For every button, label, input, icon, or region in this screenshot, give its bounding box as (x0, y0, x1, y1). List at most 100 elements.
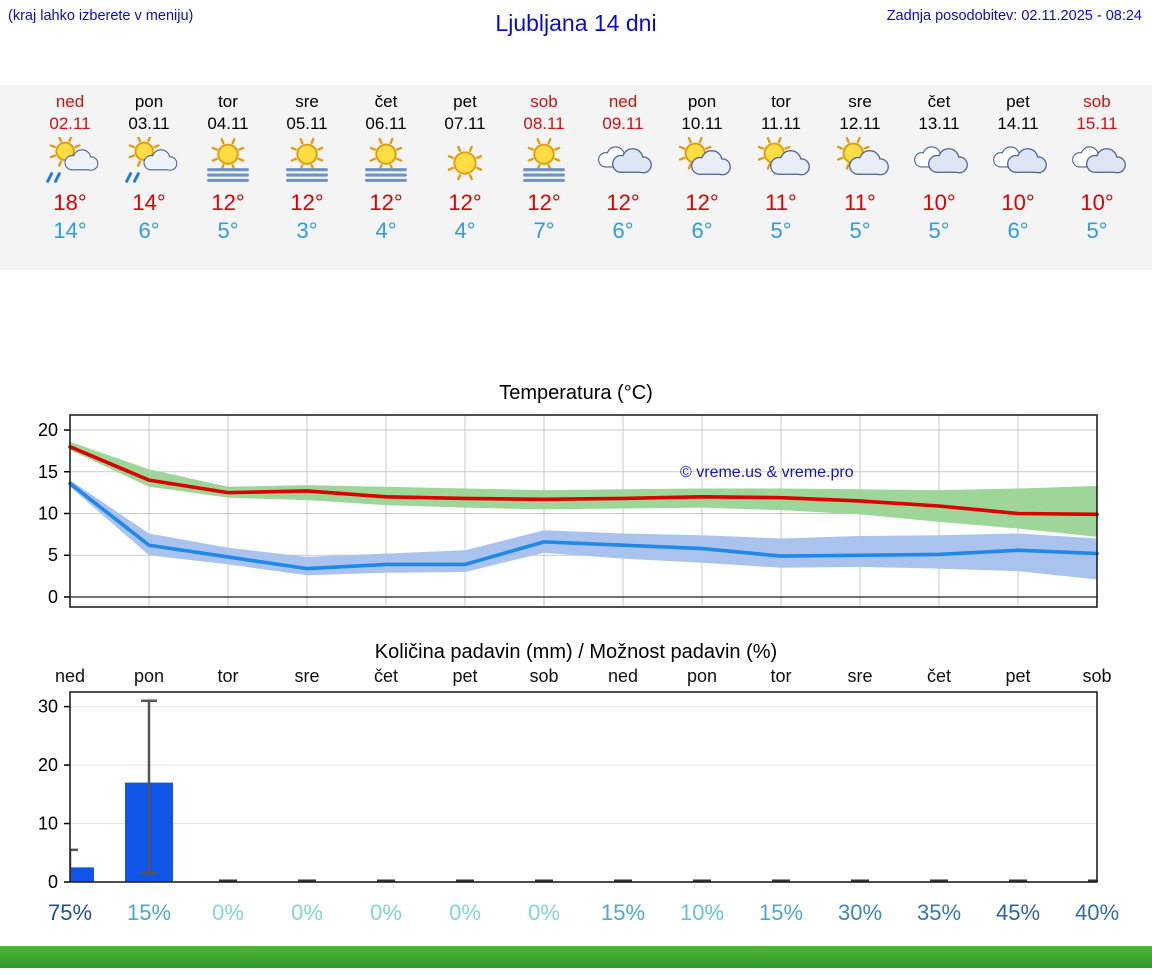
svg-text:pet: pet (452, 666, 477, 686)
temp-min: 5° (849, 218, 871, 243)
day-forecast-15.11: sob 15.11 10° 5° (1053, 91, 1141, 245)
day-name: pon (687, 92, 717, 111)
precip-probability: 0% (291, 900, 323, 925)
forecast-strip: ned 02.11 18° 14° pon 03.11 14° 6° tor 04.11 12° 5°… (0, 85, 1152, 270)
cloud-icon (895, 135, 983, 187)
precip-probability: 15% (126, 900, 172, 925)
temp-min: 5° (1086, 218, 1108, 243)
temp-min: 5° (770, 218, 792, 243)
last-update-time: Zadnja posodobitev: 02.11.2025 - 08:24 (886, 8, 1142, 24)
precip-probability-row: 75% 15% 0% 0% 0% 0% 0% 15% 10% 15% 30% 35% 45% 40% (0, 898, 1152, 932)
cloud-icon (974, 135, 1062, 187)
temp-max: 10° (1080, 190, 1114, 215)
temp-max: 10° (1001, 190, 1035, 215)
day-forecast-06.11: čet 06.11 12° 4° (342, 91, 430, 245)
precip-probability: 0% (449, 900, 481, 925)
sun-fog-icon (184, 135, 272, 187)
day-name: tor (218, 92, 238, 111)
day-forecast-14.11: pet 14.11 10° 6° (974, 91, 1062, 245)
precip-probability: 35% (916, 900, 962, 925)
header: (kraj lahko izberete v meniju) Ljubljana… (0, 0, 1152, 40)
temp-max: 14° (132, 190, 166, 215)
svg-text:sre: sre (847, 666, 872, 686)
day-name: sre (295, 92, 319, 111)
precip-probability: 40% (1074, 900, 1120, 925)
day-date: 08.11 (523, 114, 565, 133)
svg-text:30: 30 (38, 697, 58, 717)
temp-min: 4° (375, 218, 397, 243)
temp-min: 7° (533, 218, 555, 243)
temp-max: 12° (448, 190, 482, 215)
temp-min: 6° (138, 218, 160, 243)
day-name: ned (55, 92, 85, 111)
svg-text:pon: pon (134, 666, 164, 686)
precip-probability: 0% (212, 900, 244, 925)
day-date: 15.11 (1076, 114, 1118, 133)
svg-text:sre: sre (294, 666, 319, 686)
sun-cloud-icon (816, 135, 904, 187)
day-date: 03.11 (128, 114, 170, 133)
temp-max: 12° (685, 190, 719, 215)
svg-text:0: 0 (48, 872, 58, 892)
sun-cloud-rain-icon (105, 135, 193, 187)
day-forecast-11.11: tor 11.11 11° 5° (737, 91, 825, 245)
precip-probability: 30% (837, 900, 883, 925)
temp-max: 11° (765, 190, 797, 215)
sun-fog-icon (342, 135, 430, 187)
temp-max: 12° (527, 190, 561, 215)
precipitation-chart: ned pon tor sre čet pet sob ned pon tor sre čet pet s… (0, 664, 1152, 892)
day-name: pon (134, 92, 164, 111)
sun-cloud-rain-icon (26, 135, 114, 187)
temp-min: 5° (928, 218, 950, 243)
day-date: 05.11 (286, 114, 328, 133)
svg-text:ned: ned (608, 666, 638, 686)
sun-cloud-icon (737, 135, 825, 187)
precip-probability: 0% (370, 900, 402, 925)
temperature-chart: 0 5 10 15 20 © vreme.us & vreme.pro (0, 409, 1152, 615)
temp-min: 3° (296, 218, 318, 243)
day-name: čet (927, 92, 951, 111)
day-forecast-10.11: pon 10.11 12° 6° (658, 91, 746, 245)
precip-probability: 10% (679, 900, 725, 925)
day-date: 12.11 (839, 114, 881, 133)
footer-banner (0, 946, 1152, 968)
day-date: 02.11 (49, 114, 91, 133)
day-date: 09.11 (602, 114, 644, 133)
cloud-icon (579, 135, 667, 187)
svg-text:tor: tor (770, 666, 791, 686)
day-date: 13.11 (918, 114, 960, 133)
day-date: 07.11 (444, 114, 486, 133)
watermark-link[interactable]: © vreme.us & vreme.pro (680, 464, 854, 481)
location-menu-hint: (kraj lahko izberete v meniju) (8, 8, 194, 24)
temp-max: 18° (53, 190, 87, 215)
temperature-chart-title: Temperatura (°C) (499, 382, 653, 404)
day-date: 04.11 (207, 114, 249, 133)
svg-text:20: 20 (38, 420, 58, 440)
cloud-icon (1053, 135, 1141, 187)
day-name: sob (1083, 92, 1111, 111)
temp-max: 12° (211, 190, 245, 215)
day-name: pet (1006, 92, 1030, 111)
day-name: sob (530, 92, 558, 111)
day-name: pet (453, 92, 477, 111)
temp-min: 6° (1007, 218, 1029, 243)
svg-text:5: 5 (48, 545, 58, 565)
day-forecast-04.11: tor 04.11 12° 5° (184, 91, 272, 245)
day-name: sre (848, 92, 872, 111)
temp-min: 14° (53, 218, 87, 243)
svg-text:čet: čet (927, 666, 951, 686)
day-name: čet (374, 92, 398, 111)
svg-text:10: 10 (38, 814, 58, 834)
day-forecast-03.11: pon 03.11 14° 6° (105, 91, 193, 245)
temp-max: 12° (606, 190, 640, 215)
svg-text:15: 15 (38, 462, 58, 482)
temp-min: 4° (454, 218, 476, 243)
svg-text:0: 0 (48, 587, 58, 607)
svg-text:sob: sob (529, 666, 558, 686)
day-name: tor (771, 92, 791, 111)
temp-min: 5° (217, 218, 239, 243)
temp-max: 10° (922, 190, 956, 215)
day-forecast-08.11: sob 08.11 12° 7° (500, 91, 588, 245)
day-date: 10.11 (681, 114, 723, 133)
temp-min: 6° (691, 218, 713, 243)
